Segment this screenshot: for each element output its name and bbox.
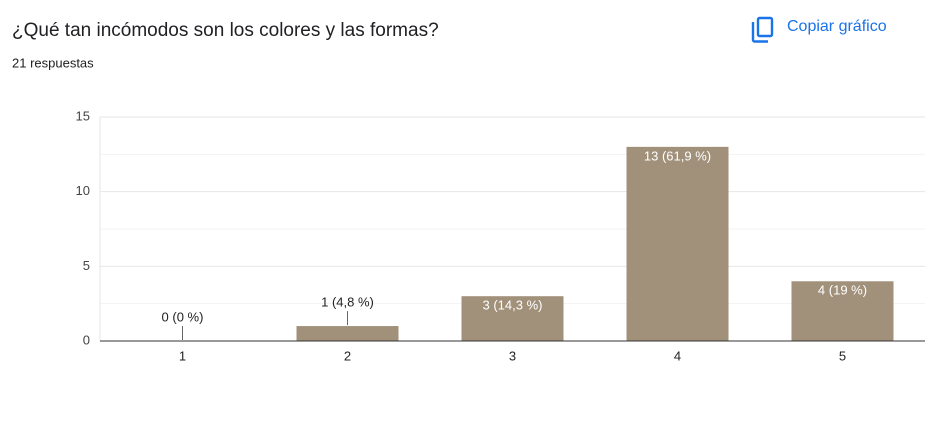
value-label: 1 (4,8 %) bbox=[321, 295, 374, 310]
bar bbox=[626, 146, 729, 341]
y-tick-label: 0 bbox=[83, 332, 90, 347]
value-label: 0 (0 %) bbox=[162, 309, 204, 324]
copy-button[interactable]: Copiar gráfico bbox=[751, 16, 887, 43]
y-tick-label: 5 bbox=[83, 258, 90, 273]
x-tick-label: 3 bbox=[509, 348, 516, 363]
x-tick-label: 4 bbox=[674, 348, 681, 363]
x-tick-label: 2 bbox=[344, 348, 351, 363]
bar bbox=[296, 326, 399, 341]
copy-icon bbox=[751, 16, 774, 43]
subtitle: 21 respuestas bbox=[12, 55, 94, 70]
bar bbox=[461, 296, 564, 341]
copy-button-label[interactable]: Copiar gráfico bbox=[787, 18, 887, 35]
x-tick-label: 5 bbox=[839, 348, 846, 363]
value-label: 13 (61,9 %) bbox=[644, 148, 711, 163]
value-label: 3 (14,3 %) bbox=[483, 298, 543, 313]
y-tick-label: 10 bbox=[76, 183, 90, 198]
y-tick-label: 15 bbox=[76, 108, 90, 123]
chart-title: ¿Qué tan incómodos son los colores y las… bbox=[12, 20, 439, 41]
x-tick-label: 1 bbox=[179, 348, 186, 363]
value-label: 4 (19 %) bbox=[818, 283, 867, 298]
bar bbox=[791, 281, 894, 341]
